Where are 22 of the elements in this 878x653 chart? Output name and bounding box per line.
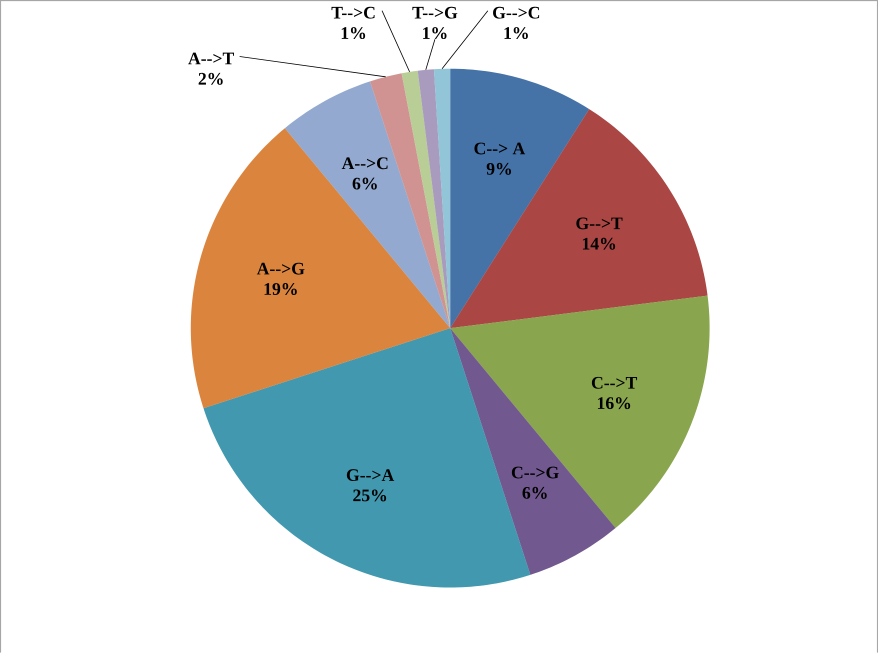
data-label: 1% [423, 27, 447, 39]
data-label: 25% [353, 489, 386, 502]
slice-label: A-->G [256, 262, 304, 275]
data-label: 6% [352, 178, 377, 190]
slice-label: A-->C [342, 157, 388, 170]
slice-label: T-->C [331, 6, 375, 19]
slice-label: G-->C [493, 6, 540, 19]
data-label: 14% [582, 238, 616, 250]
slice-label: C--> A [474, 142, 526, 154]
slice-label: C-->T [592, 376, 638, 389]
data-label: 16% [598, 397, 630, 410]
data-label: 19% [264, 282, 297, 295]
data-label: 1% [504, 27, 528, 39]
slice-label: G-->T [576, 217, 622, 230]
slice-label: T-->G [412, 6, 458, 19]
slice-label: A-->T [188, 52, 234, 64]
data-label: 9% [486, 162, 511, 175]
slice-label: G-->A [346, 469, 394, 481]
data-label: 1% [342, 27, 366, 39]
data-label: 2% [198, 72, 223, 85]
slice-label: C-->G [512, 466, 559, 478]
data-label: 6% [522, 486, 547, 499]
